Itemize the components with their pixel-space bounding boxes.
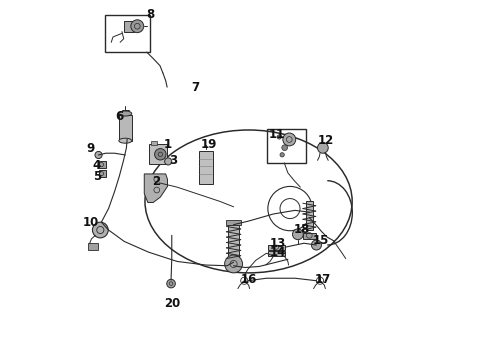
Circle shape	[318, 143, 328, 153]
Text: 1: 1	[164, 138, 172, 151]
Text: 7: 7	[191, 81, 199, 94]
Circle shape	[280, 153, 284, 157]
Circle shape	[167, 279, 175, 288]
Polygon shape	[144, 174, 168, 203]
Circle shape	[277, 135, 281, 139]
Text: 5: 5	[93, 170, 101, 183]
Bar	[198, 152, 213, 184]
Bar	[267, 129, 306, 163]
Text: 3: 3	[169, 154, 177, 167]
Circle shape	[224, 255, 243, 273]
Circle shape	[131, 20, 144, 33]
Text: 19: 19	[200, 138, 217, 151]
Text: 4: 4	[93, 159, 101, 172]
Circle shape	[93, 222, 108, 238]
Bar	[123, 21, 134, 32]
Text: 8: 8	[146, 9, 154, 22]
Text: 16: 16	[241, 273, 257, 286]
Bar	[98, 170, 106, 177]
Circle shape	[293, 229, 303, 240]
Text: 20: 20	[164, 297, 180, 310]
Bar	[98, 161, 106, 168]
Bar	[228, 225, 239, 258]
Ellipse shape	[119, 111, 132, 116]
Bar	[268, 245, 285, 250]
Circle shape	[282, 145, 288, 150]
Bar	[226, 220, 241, 225]
Circle shape	[165, 158, 172, 165]
Text: 12: 12	[318, 134, 334, 147]
Bar	[306, 202, 313, 230]
Circle shape	[95, 152, 102, 158]
Text: 11: 11	[269, 128, 285, 141]
Bar	[303, 233, 316, 239]
Bar	[119, 115, 132, 141]
Text: 6: 6	[115, 110, 123, 123]
Text: 15: 15	[313, 234, 329, 247]
Text: 14: 14	[270, 246, 286, 258]
Bar	[105, 15, 149, 52]
Circle shape	[312, 240, 321, 250]
Text: 10: 10	[82, 216, 99, 229]
Text: 18: 18	[293, 223, 310, 236]
Text: 13: 13	[270, 237, 286, 250]
Bar	[88, 243, 98, 249]
Text: 9: 9	[87, 142, 95, 155]
Text: 2: 2	[151, 175, 160, 188]
Bar	[151, 141, 157, 145]
Circle shape	[155, 149, 166, 160]
Bar	[148, 144, 167, 164]
Ellipse shape	[119, 138, 132, 143]
Circle shape	[283, 133, 296, 146]
Text: 17: 17	[315, 273, 331, 286]
Bar	[268, 251, 285, 256]
